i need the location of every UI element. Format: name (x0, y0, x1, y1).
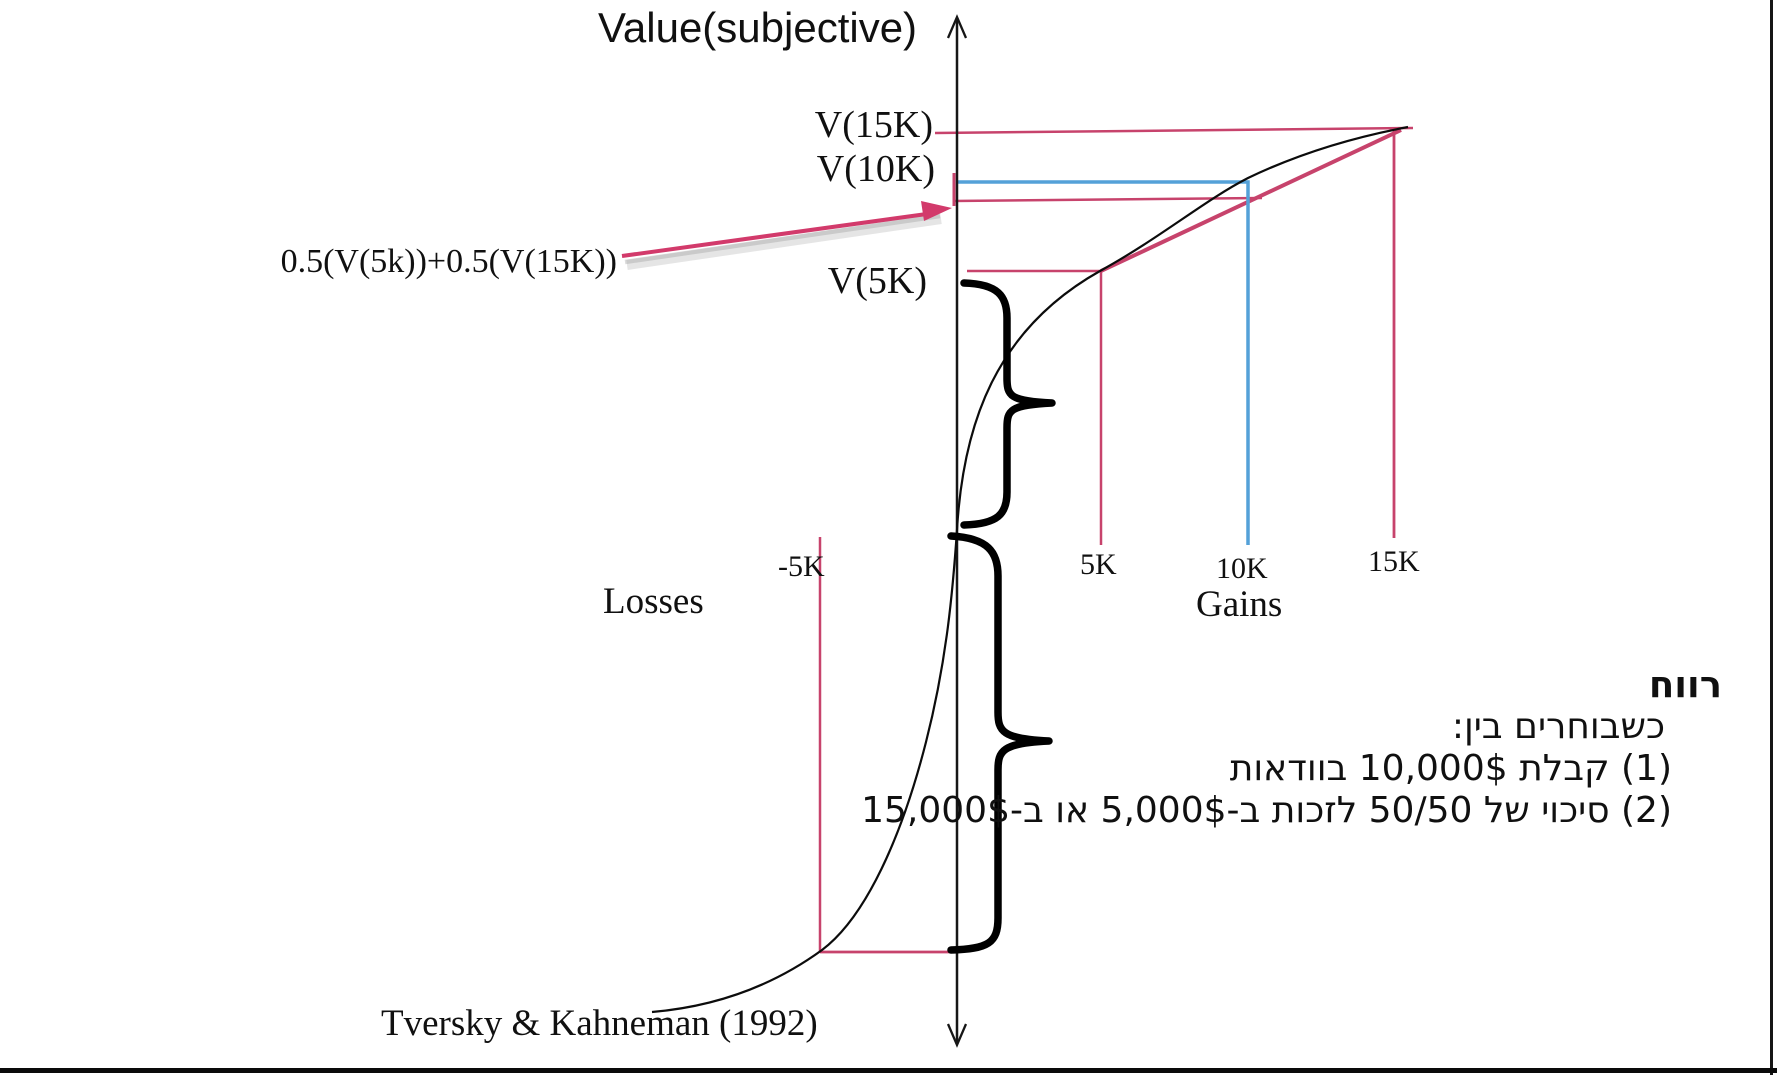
gains-label: Gains (1196, 584, 1283, 625)
gain-brace (960, 279, 1056, 529)
expected-value-label: 0.5(V(5k))+0.5(V(15K)) (280, 243, 617, 280)
losses-label: Losses (603, 581, 704, 622)
v15k-line (934, 126, 1414, 135)
x-tick-15k: 15K (1368, 545, 1420, 578)
axis-arrow-down-icon (946, 1023, 968, 1048)
hebrew-note-option-1: (1) קבלת 10,000$ בוודאות (1229, 748, 1672, 789)
citation-label: Tversky & Kahneman (1992) (381, 1003, 818, 1044)
hebrew-note-title: רווח (1648, 663, 1722, 706)
value-axis-title: Value(subjective) (598, 4, 918, 51)
hebrew-note-intro: כשבוחרים בין: (1451, 706, 1665, 747)
v15k-label: V(15K) (814, 104, 933, 146)
hebrew-note-option-2: (2) סיכוי של 50/50 לזכות ב-5,000$ או ב-1… (861, 790, 1672, 831)
v10k-label: V(10K) (816, 148, 935, 190)
arrow-shadow (626, 214, 942, 270)
mixture-line (952, 196, 1263, 203)
loss-brace (947, 532, 1053, 954)
chord-5k-15k (1100, 128, 1402, 273)
x-tick-minus-5k: -5K (778, 550, 825, 583)
value-curve (651, 125, 1409, 1014)
slide-right-border (1770, 0, 1773, 1075)
expected-value-arrow-shaft (621, 211, 935, 258)
x-tick-10k: 10K (1216, 552, 1268, 585)
v5k-label: V(5K) (827, 260, 927, 302)
axis-arrow-up-icon (946, 14, 968, 39)
expected-value-arrowhead-icon (921, 201, 952, 221)
x-tick-5k: 5K (1080, 548, 1117, 581)
slide-bottom-border (0, 1068, 1777, 1073)
v10k-line-blue (958, 180, 1250, 545)
arrow-shadow-core (624, 213, 941, 265)
